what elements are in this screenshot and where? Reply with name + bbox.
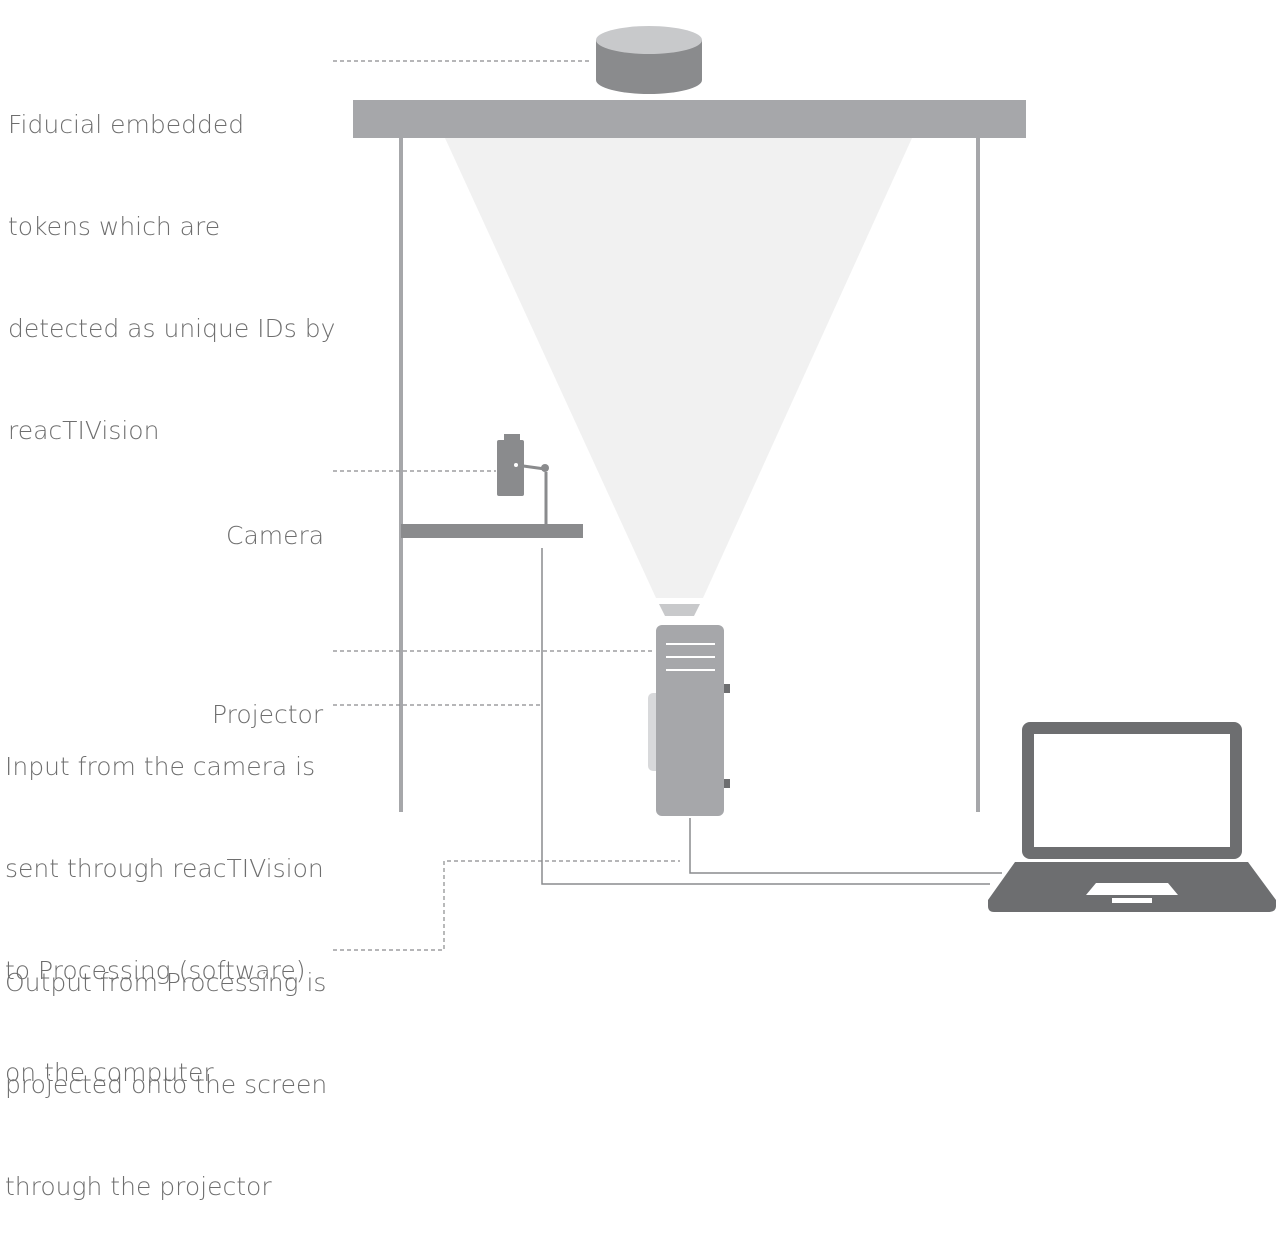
camera-icon [497,434,549,524]
fiducial-token-icon [596,26,702,94]
camera-label: Camera [226,451,324,587]
projector-label: Projector [212,630,323,766]
input-label-line: Input from the camera is [5,752,316,781]
fiducial-label-line: reacTIVision [8,416,160,445]
leader-output [333,860,680,951]
camera-shelf [401,524,583,538]
projector-cable [689,818,1002,874]
output-label-line: through the projector [5,1172,272,1201]
projector-label-line: Projector [212,700,324,729]
projection-beam [445,138,912,598]
fiducial-label-line: tokens which are [8,212,221,241]
table-top [353,100,1026,138]
fiducial-label-line: detected as unique IDs by [8,314,336,343]
projector-icon [648,604,730,816]
camera-cable [541,548,990,885]
output-label-line: Output from Processing is [5,968,327,997]
input-label-line: sent through reacTIVision [5,854,324,883]
setup-diagram [333,26,1276,951]
input-label-line: to Processing (software) [5,956,306,985]
fiducial-token-label: Fiducial embedded tokens which are detec… [8,40,335,482]
frame-leg-right [976,138,980,812]
fiducial-label-line: Fiducial embedded [8,110,245,139]
frame-leg-left [399,138,403,812]
output-label-line: projected onto the screen [5,1070,328,1099]
laptop-icon [988,722,1276,912]
processing-output-label: Output from Processing is projected onto… [5,898,327,1238]
camera-label-line: Camera [226,521,325,550]
